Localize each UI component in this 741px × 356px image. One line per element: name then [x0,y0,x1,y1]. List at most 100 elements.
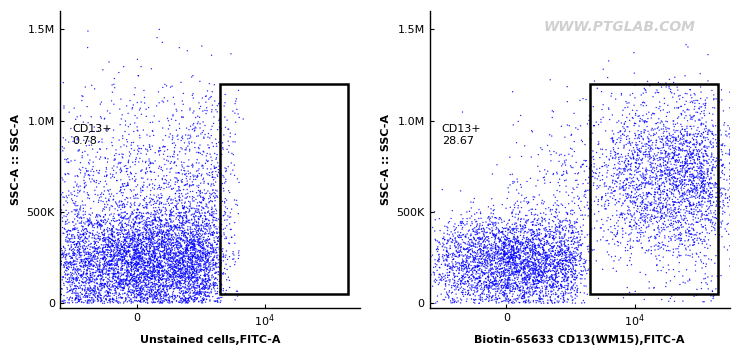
Point [621,115,633,120]
Point [686,207,698,213]
Point [634,168,646,174]
Point [144,260,156,266]
Point [622,203,634,209]
Point [131,213,143,219]
Point [684,194,696,200]
Point [118,248,130,253]
Point [490,243,502,248]
Point [196,233,207,239]
Point [199,239,211,244]
Point [165,237,177,243]
Point [161,220,173,225]
Point [685,201,697,207]
Point [459,246,471,252]
Point [161,257,173,263]
Point [639,118,651,124]
Point [656,210,668,216]
Point [165,224,177,230]
Point [153,261,165,267]
Point [132,247,144,253]
Point [196,238,208,244]
Point [128,284,140,289]
Point [430,277,442,282]
Point [193,265,205,270]
Point [64,228,76,234]
Point [129,262,141,267]
Point [471,269,482,274]
Point [98,184,110,190]
Point [674,230,686,235]
Point [167,236,179,242]
Point [120,277,132,282]
Point [162,224,174,230]
Point [478,248,490,253]
Point [491,268,503,274]
Point [118,272,130,278]
Point [197,295,209,301]
Point [505,252,517,258]
Point [98,214,110,220]
Point [688,226,700,232]
Point [180,260,192,265]
Point [496,202,508,208]
Point [73,235,84,241]
Point [178,233,190,239]
Point [460,289,472,295]
Point [699,195,711,201]
Point [484,218,496,224]
Point [156,300,167,305]
Point [134,271,146,277]
Point [671,159,683,165]
Point [583,205,595,211]
Point [122,282,133,288]
Point [658,133,670,139]
Point [680,158,692,164]
Point [484,253,496,259]
Point [216,233,227,239]
Point [508,281,520,286]
Point [514,256,525,261]
Point [60,219,72,225]
Point [498,269,510,275]
Point [185,254,196,260]
Point [494,236,505,242]
Point [648,285,660,290]
Point [134,299,146,305]
Point [682,238,694,244]
Point [556,262,568,268]
Point [173,255,185,261]
Point [144,294,156,299]
Point [144,222,156,228]
Point [497,259,509,265]
Point [76,286,88,292]
Point [207,246,219,251]
Point [518,268,530,274]
Point [504,225,516,230]
Point [125,245,137,250]
Point [443,237,455,243]
Point [107,244,119,249]
Point [543,224,555,230]
Point [564,250,576,256]
Point [582,267,594,273]
Point [67,240,79,245]
Point [559,243,571,249]
Point [472,280,484,286]
Point [139,235,151,240]
Point [148,290,160,296]
Point [469,253,481,258]
Point [709,82,721,87]
Point [114,280,126,286]
Point [190,278,202,283]
Point [509,276,521,281]
Point [670,147,682,153]
Point [708,97,720,103]
Point [694,106,705,112]
Point [210,187,222,193]
Point [551,278,563,284]
Point [707,105,719,110]
Point [559,232,571,238]
Point [212,235,224,241]
Point [75,289,87,295]
Point [178,298,190,304]
